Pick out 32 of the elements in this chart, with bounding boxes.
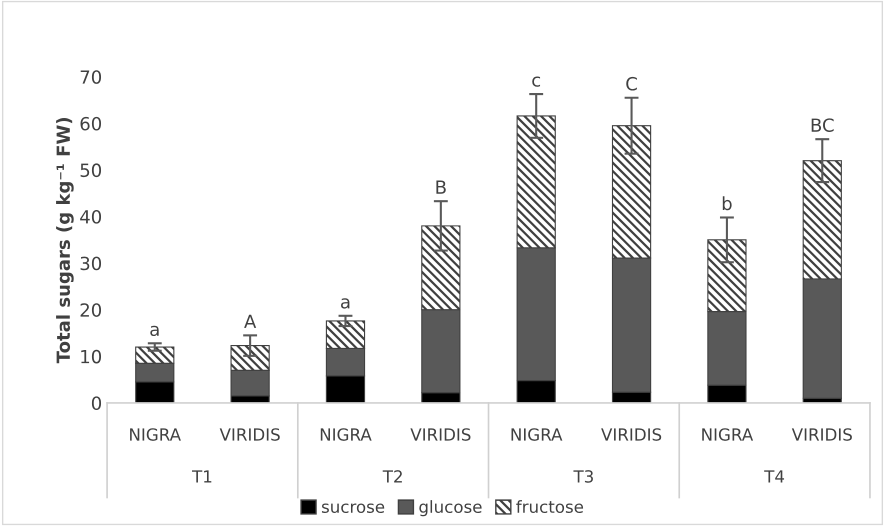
y-tick-label: 40 [80,210,102,224]
y-tick-label: 70 [80,70,102,84]
annotation: a [150,326,159,336]
annotation: b [722,196,732,210]
x-tick-label: NIGRA [702,428,754,441]
y-axis-title: Total sugars (g kg⁻¹ FW) [56,118,74,364]
legend-label: glucose [419,500,482,516]
y-tick-label: 30 [80,256,102,270]
text: T3 [573,470,593,483]
x-tick-label: VIRIDIS [792,428,852,441]
legend-label: sucrose [322,503,384,514]
x-tick-label: NIGRA [512,428,562,441]
legend-label: fructose [516,500,584,514]
annotation: a [341,298,350,309]
x-tick-label: NIGRA [130,428,181,441]
x-tick-label: VIRIDIS [220,428,280,441]
text: T4 [764,470,784,483]
annotation: C [626,76,637,91]
text: T2 [382,470,402,483]
y-tick-label: 20 [80,303,102,317]
x-tick-label: NIGRA [320,428,372,441]
text: T1 [192,470,212,483]
x-tick-label: VIRIDIS [410,428,470,441]
y-tick-label: 10 [81,350,102,364]
y-tick-label: 0 [92,396,102,410]
annotation: A [244,314,256,328]
x-tick-label: VIRIDIS [601,428,662,441]
y-tick-label: 50 [80,163,102,178]
annotation: B [436,180,446,194]
annotation: BC [812,118,834,132]
annotation: c [532,76,540,87]
y-tick-label: 60 [80,116,102,130]
